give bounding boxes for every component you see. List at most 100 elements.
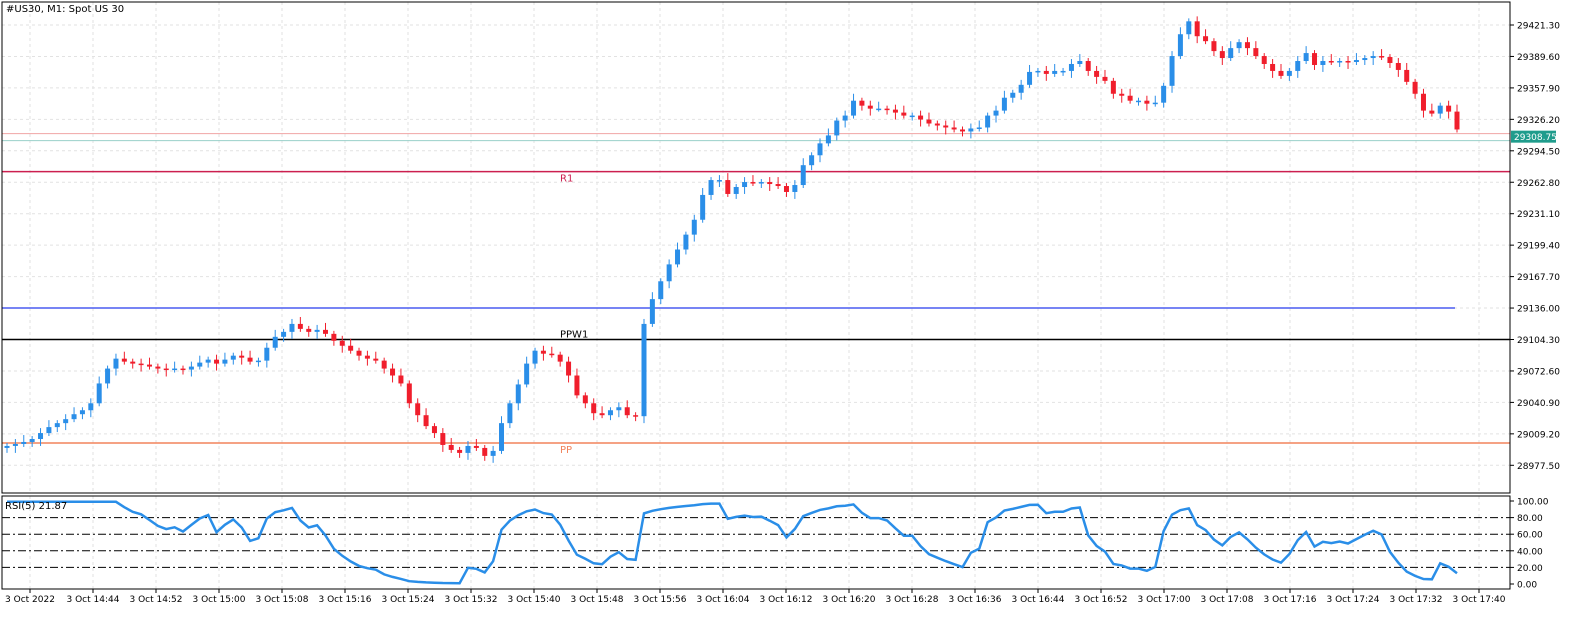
time-label: 3 Oct 17:00 — [1138, 595, 1191, 605]
candle-body — [465, 445, 471, 453]
candle-body — [1077, 61, 1083, 64]
candle-body — [180, 368, 186, 371]
candle-body — [71, 414, 77, 420]
candle-body — [775, 184, 781, 187]
current-price-label: 29308.75 — [1514, 133, 1557, 143]
candle-body — [113, 358, 119, 369]
candle-body — [306, 328, 312, 332]
candle-body — [1144, 100, 1150, 104]
candle-body — [105, 368, 111, 384]
candle-body — [599, 413, 605, 416]
candle-body — [54, 423, 60, 428]
price-tick-label: 29357.90 — [1517, 84, 1560, 94]
candle-body — [29, 439, 35, 442]
candle-body — [440, 433, 446, 445]
candle-body — [12, 443, 18, 446]
candle-body — [1161, 85, 1167, 103]
candle-body — [96, 383, 102, 404]
candle-body — [482, 447, 488, 456]
candle-body — [264, 347, 270, 361]
candle-body — [649, 299, 655, 324]
candle-body — [515, 384, 521, 404]
candle-body — [431, 426, 437, 434]
candle-body — [540, 350, 546, 354]
candle-body — [926, 119, 932, 124]
candle-body — [197, 362, 203, 367]
candle-body — [1370, 56, 1376, 59]
candle-body — [733, 187, 739, 194]
candle-body — [214, 359, 220, 364]
candle-body — [297, 323, 303, 329]
candle-body — [834, 120, 840, 136]
candle-body — [582, 395, 588, 404]
price-tick-label: 29040.90 — [1517, 399, 1560, 409]
axis-layer: 29421.30 29389.60 29357.90 29326.20 29294.50… — [5, 22, 1560, 606]
candle-body — [1119, 93, 1125, 96]
candle-body — [1052, 70, 1058, 74]
candle-body — [959, 129, 965, 132]
candle-body — [188, 366, 194, 370]
candle-body — [1043, 70, 1049, 74]
price-tick-label: 29421.30 — [1517, 22, 1560, 32]
candle-body — [1446, 105, 1452, 112]
time-label: 3 Oct 16:52 — [1075, 595, 1128, 605]
candle-body — [79, 410, 85, 415]
candle-body — [817, 143, 823, 156]
candle-body — [1110, 80, 1116, 94]
price-tick-label: 29167.70 — [1517, 273, 1560, 283]
chart-title: #US30, M1: Spot US 30 — [6, 4, 125, 15]
candle-body — [1379, 56, 1385, 58]
candle-body — [1295, 61, 1301, 71]
candle-body — [473, 445, 479, 448]
candle-body — [247, 357, 253, 362]
candle-body — [1353, 60, 1359, 63]
rsi-line — [7, 500, 1458, 585]
candle-body — [867, 105, 873, 109]
time-label: 3 Oct 15:48 — [571, 595, 624, 605]
candle-body — [683, 234, 689, 250]
candle-body — [909, 115, 915, 118]
candle-body — [985, 115, 991, 128]
candle-body — [624, 407, 630, 416]
candle-body — [549, 353, 555, 356]
candle-body — [121, 358, 127, 362]
price-tick-label: 29199.40 — [1517, 242, 1560, 252]
time-label: 3 Oct 16:20 — [823, 595, 876, 605]
candle-body — [331, 333, 337, 341]
candle-body — [1312, 53, 1318, 65]
time-label: 3 Oct 15:56 — [634, 595, 687, 605]
candle-body — [976, 127, 982, 129]
candle-body — [524, 363, 530, 385]
candle-body — [557, 354, 563, 362]
candle-body — [289, 323, 295, 332]
candle-body — [951, 127, 957, 130]
rsi-label: RSI(5) 21.87 — [5, 501, 68, 512]
candle-body — [566, 361, 572, 376]
candles — [4, 16, 1460, 463]
price-tick-label: 29326.20 — [1517, 116, 1560, 126]
candle-body — [1219, 51, 1225, 59]
time-label: 3 Oct 16:04 — [697, 595, 750, 605]
candle-body — [993, 110, 999, 116]
candle-body — [38, 433, 44, 440]
level-lines: R1 PPW1 PP — [2, 133, 1510, 456]
candle-body — [138, 363, 144, 366]
price-tick-label: 29262.80 — [1517, 179, 1560, 189]
candle-body — [205, 359, 211, 363]
price-tick-label: 29104.30 — [1517, 336, 1560, 346]
candle-body — [423, 415, 429, 427]
rsi-tick-label: 100.00 — [1517, 498, 1549, 508]
candle-body — [1303, 53, 1309, 62]
candle-body — [1194, 21, 1200, 37]
time-label: 3 Oct 17:32 — [1390, 595, 1443, 605]
candle-body — [1286, 70, 1292, 76]
candle-body — [1429, 110, 1435, 114]
candle-body — [1027, 71, 1033, 85]
level-label: PPW1 — [560, 330, 588, 341]
candle-body — [1018, 84, 1024, 93]
candle-body — [918, 115, 924, 120]
rsi-layer — [2, 500, 1510, 585]
time-label: 3 Oct 14:52 — [130, 595, 183, 605]
